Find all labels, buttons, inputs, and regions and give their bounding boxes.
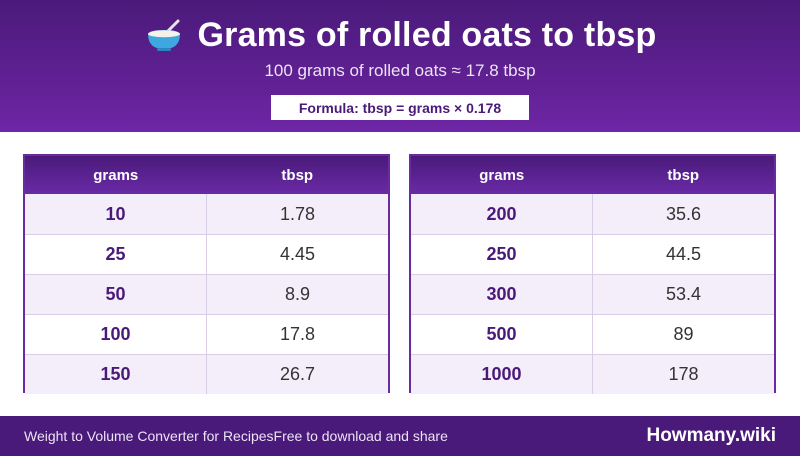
- grams-cell: 300: [411, 275, 593, 314]
- grams-cell: 500: [411, 315, 593, 354]
- table-row: 50 8.9: [25, 274, 388, 314]
- formula-badge: Formula: tbsp = grams × 0.178: [271, 95, 529, 120]
- table-header: grams tbsp: [25, 156, 388, 194]
- tbsp-cell: 4.45: [279, 244, 316, 264]
- grams-cell: 25: [25, 235, 207, 274]
- header-banner: Grams of rolled oats to tbsp 100 grams o…: [0, 0, 800, 132]
- table-row: 300 53.4: [411, 274, 774, 314]
- conversion-table-right: grams tbsp 200 35.6 250 44.5 300 53.4 50…: [409, 154, 776, 394]
- table-row: 10 1.78: [25, 194, 388, 234]
- table-row: 500 89: [411, 314, 774, 354]
- footer-converter-label: Weight to Volume Converter for Recipes: [24, 428, 274, 444]
- table-row: 200 35.6: [411, 194, 774, 234]
- title-row: Grams of rolled oats to tbsp: [0, 14, 800, 56]
- tbsp-cell: 1.78: [279, 203, 316, 224]
- grams-cell: 200: [411, 194, 593, 234]
- tbsp-cell: 17.8: [279, 324, 316, 344]
- column-header-tbsp: tbsp: [281, 166, 314, 184]
- grams-cell: 50: [25, 275, 207, 314]
- subtitle: 100 grams of rolled oats ≈ 17.8 tbsp: [264, 61, 536, 80]
- tbsp-cell: 53.4: [665, 284, 702, 304]
- column-header-grams: grams: [93, 166, 139, 184]
- tbsp-cell: 89: [673, 324, 694, 344]
- table-row: 100 17.8: [25, 314, 388, 354]
- table-row: 25 4.45: [25, 234, 388, 274]
- table-row: 1000 178: [411, 354, 774, 394]
- grams-cell: 150: [25, 355, 207, 394]
- table-header: grams tbsp: [411, 156, 774, 194]
- footer-tagline: Free to download and share: [273, 428, 448, 444]
- grams-cell: 10: [25, 194, 207, 234]
- footer-text: Weight to Volume Converter for RecipesFr…: [24, 428, 448, 444]
- grams-cell: 1000: [411, 355, 593, 394]
- tbsp-cell: 8.9: [284, 284, 311, 304]
- table-row: 150 26.7: [25, 354, 388, 394]
- tbsp-cell: 44.5: [665, 244, 702, 264]
- page-title: Grams of rolled oats to tbsp: [197, 15, 657, 54]
- conversion-table-left: grams tbsp 10 1.78 25 4.45 50 8.9 100 17…: [23, 154, 390, 394]
- tbsp-cell: 26.7: [279, 364, 316, 384]
- column-header-tbsp: tbsp: [667, 166, 700, 184]
- grams-cell: 100: [25, 315, 207, 354]
- grams-cell: 250: [411, 235, 593, 274]
- tbsp-cell: 178: [668, 364, 699, 384]
- tbsp-cell: 35.6: [665, 203, 702, 224]
- brand-logo[interactable]: Howmany.wiki: [646, 425, 776, 446]
- table-row: 250 44.5: [411, 234, 774, 274]
- column-header-grams: grams: [479, 166, 525, 184]
- bowl-icon: [147, 19, 180, 51]
- footer-bar: Weight to Volume Converter for RecipesFr…: [0, 416, 800, 456]
